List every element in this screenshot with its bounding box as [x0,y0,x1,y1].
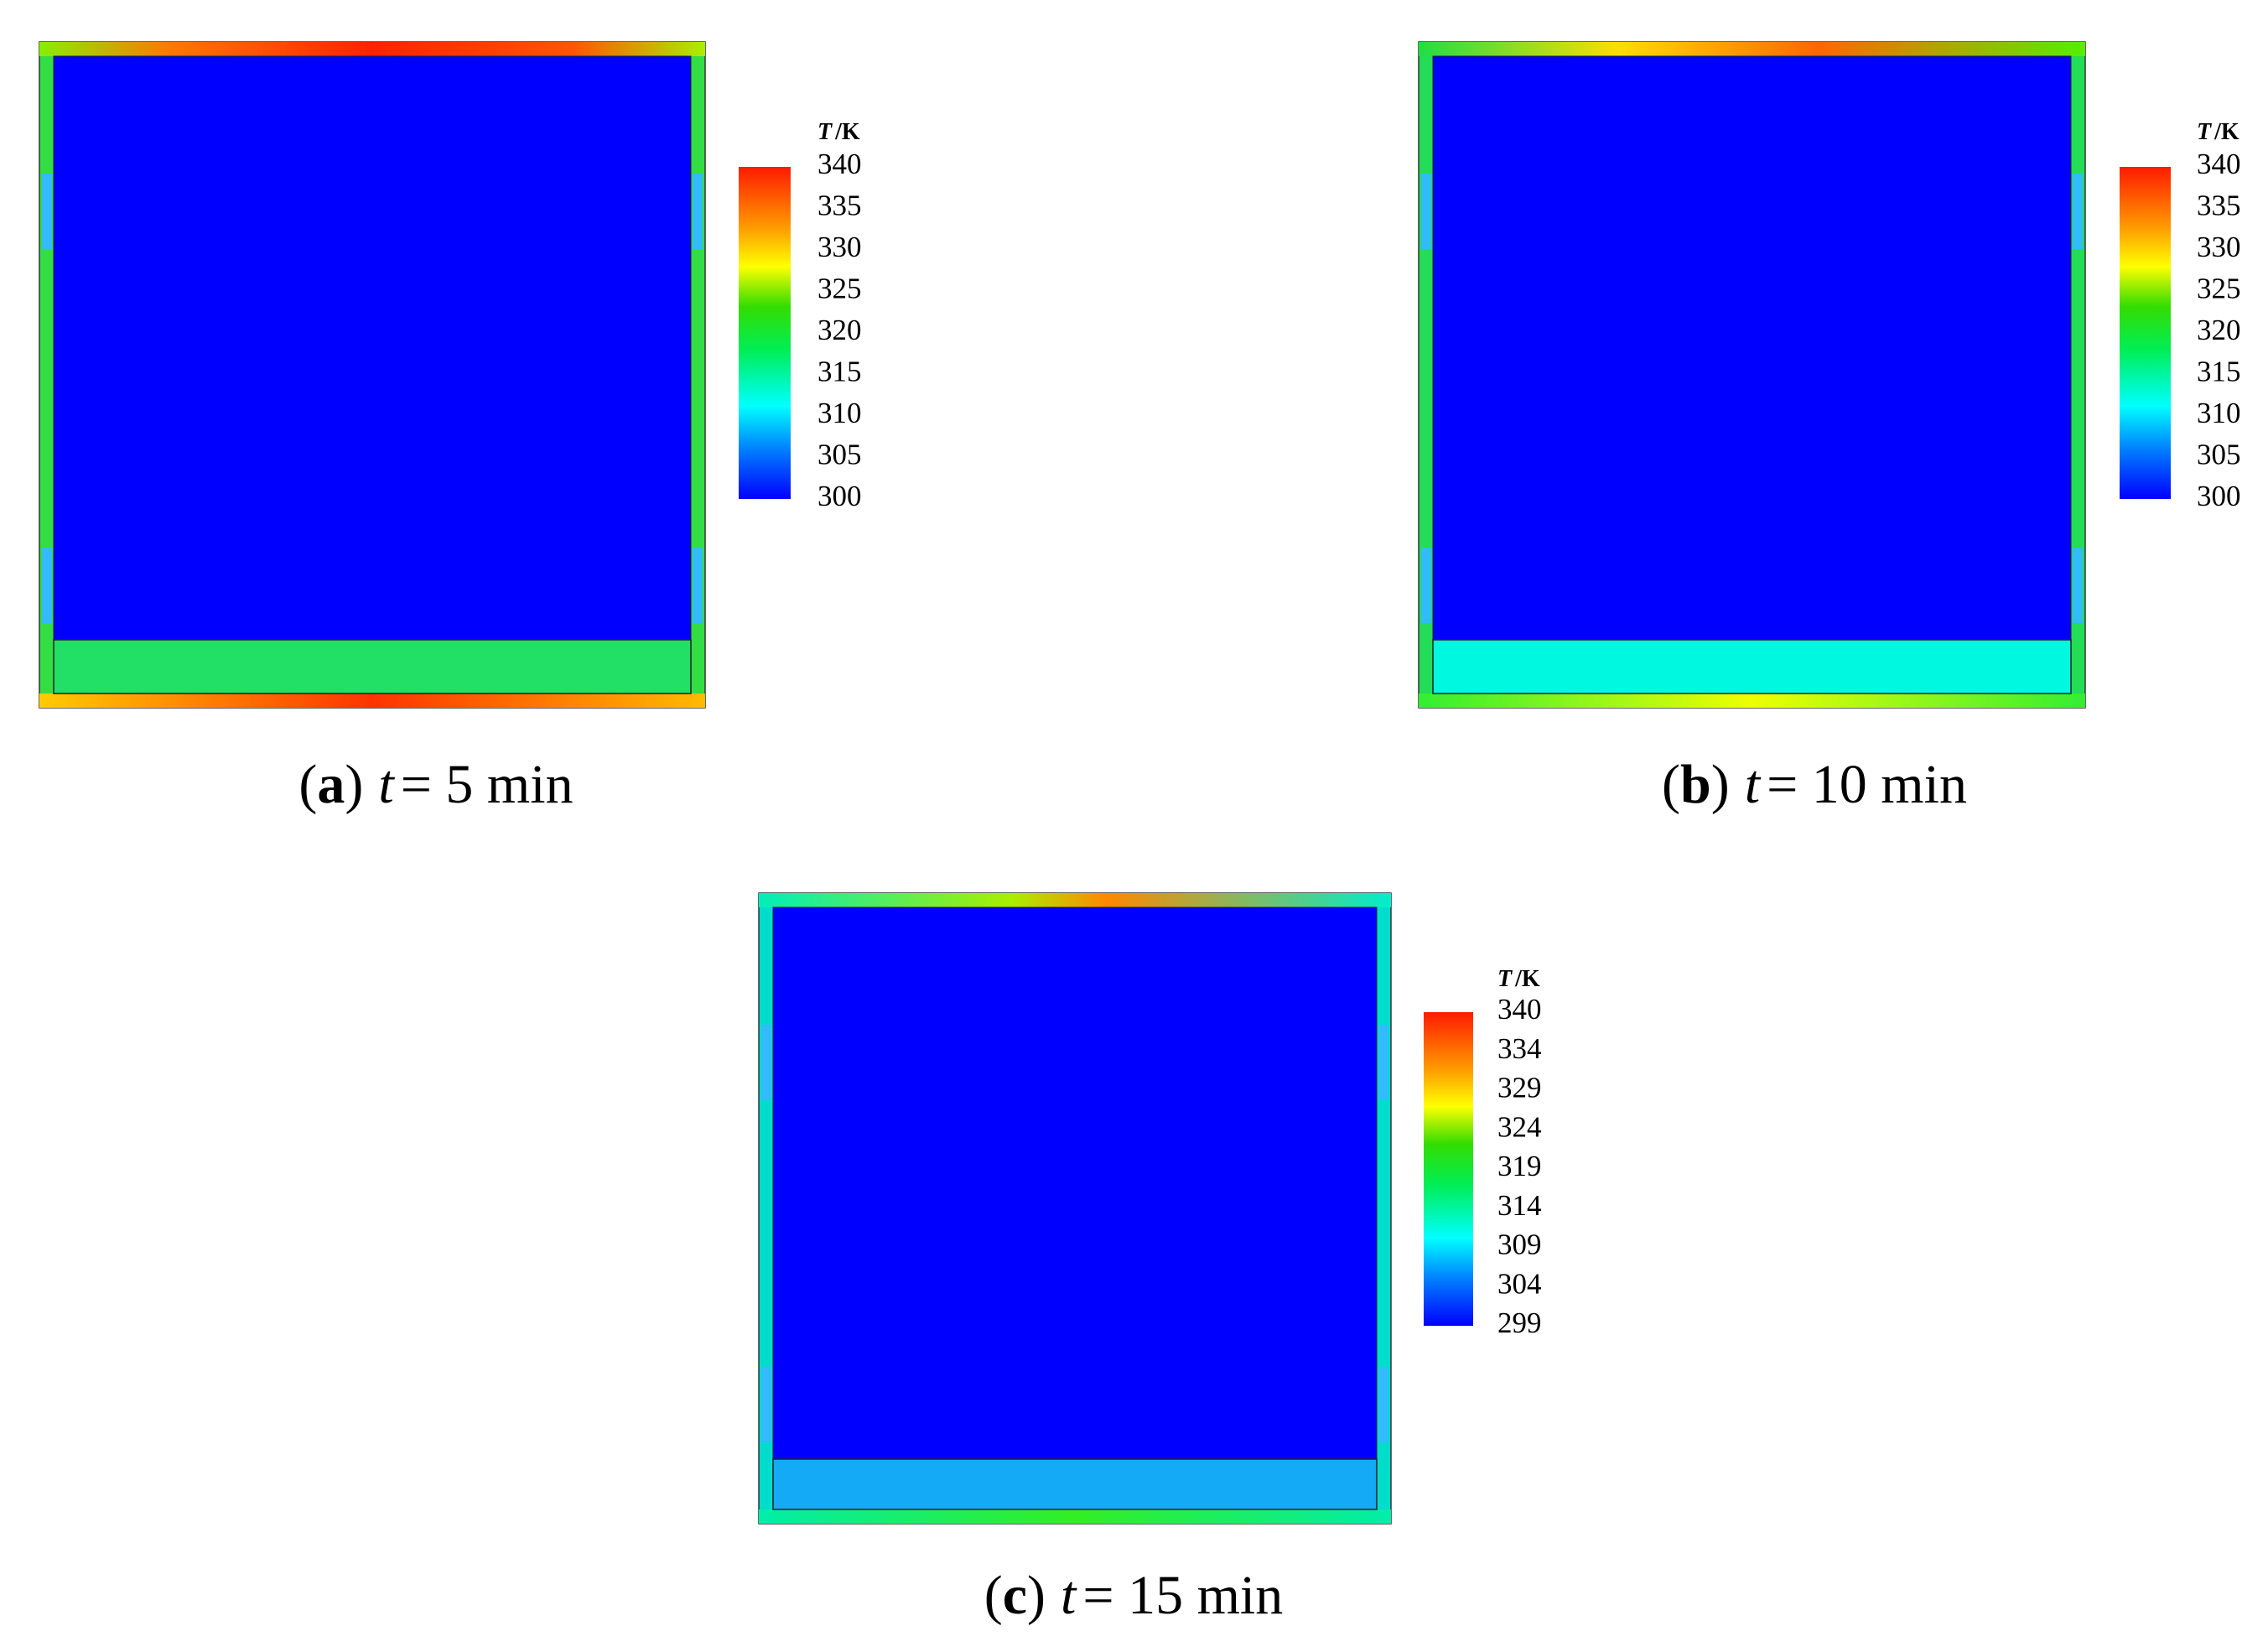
colorbar-title: T/K [2197,119,2239,145]
colorbar [1424,1012,1473,1326]
colorbar-tick-label: 299 [1497,1307,1542,1339]
colorbar-tick-label: 305 [2197,439,2241,471]
colorbar-tick-label: 340 [2197,148,2241,180]
colorbar-tick-label: 330 [2197,231,2241,263]
colorbar-tick-label: 309 [1497,1229,1542,1261]
interior [53,55,692,641]
colorbar [739,167,791,499]
wall-bottom [39,694,705,708]
colorbar-tick-label: 340 [1497,993,1542,1026]
colorbar-title: T/K [817,119,860,145]
inlet [761,1025,771,1100]
caption-open: ( [1662,754,1680,815]
colorbar-tick-label: 304 [1497,1267,1542,1300]
wall-top [1419,42,2085,56]
colorbar-tick-label: 315 [2197,356,2241,388]
inlet [42,548,52,623]
colorbar-tick-label: 334 [1497,1032,1542,1065]
colorbar-tick-label: 320 [817,314,862,346]
caption-text: = 5 min [401,754,573,815]
inlet [2073,174,2083,249]
colorbar-unit: /K [1514,966,1540,992]
slab [772,1458,1378,1510]
slab [53,639,692,694]
colorbar-tick-label: 314 [1497,1189,1542,1222]
colorbar-tick-label: 315 [817,356,862,388]
colorbar-tick-label: 300 [2197,480,2241,512]
inlet [42,174,52,249]
colorbar-unit: /K [2214,119,2239,145]
colorbar-tick-label: 330 [817,231,862,263]
colorbar-unit: /K [834,119,860,145]
colorbar-tick-label: 310 [2197,397,2241,429]
panel: T/K 340 335 330 325 320 315 310 305 300 (a) t = 5 mi… [39,41,862,815]
slab [1432,639,2072,694]
inlet [1378,1025,1388,1100]
colorbar-tick-label: 325 [2197,273,2241,305]
caption-label: b [1680,754,1711,815]
inlet [1421,174,1431,249]
inlet [2073,548,2083,623]
caption-label: a [317,754,345,815]
colorbar-tick-label: 320 [2197,314,2241,346]
colorbar-tick-label: 319 [1497,1150,1542,1182]
colorbar-tick-label: 305 [817,439,862,471]
inlet [1378,1367,1388,1442]
caption-open: ( [298,754,317,815]
colorbar-variable: T [2197,119,2213,145]
interior [772,907,1378,1460]
caption-close: ) [345,754,363,815]
inlet [761,1367,771,1442]
caption-open: ( [984,1565,1003,1626]
wall-bottom [759,1509,1391,1524]
colorbar-variable: T [817,119,833,145]
caption: (b) t = 10 min [1662,754,1967,815]
wall-top [759,893,1391,907]
colorbar-variable: T [1497,966,1513,992]
colorbar-tick-label: 300 [817,480,862,512]
interior [1432,55,2072,641]
caption-variable: t [1061,1565,1077,1626]
caption: (a) t = 5 min [298,754,573,815]
colorbar-title: T/K [1497,966,1540,992]
caption-text: = 10 min [1767,754,1967,815]
caption-label: c [1003,1565,1027,1626]
caption-close: ) [1027,1565,1046,1626]
colorbar-tick-label: 310 [817,397,862,429]
caption-text: = 15 min [1082,1565,1283,1626]
wall-top [39,42,705,56]
colorbar-tick-label: 325 [817,273,862,305]
colorbar-tick-label: 335 [2197,190,2241,222]
colorbar-tick-label: 340 [817,148,862,180]
inlet [1421,548,1431,623]
caption-close: ) [1711,754,1730,815]
panel: T/K 340 335 330 325 320 315 310 305 300 (b) t = 10 m… [1418,41,2241,815]
colorbar [2120,167,2171,499]
colorbar-tick-label: 329 [1497,1072,1542,1104]
inlet [693,174,703,249]
caption-variable: t [1745,754,1762,815]
wall-bottom [1419,694,2085,708]
inlet [693,548,703,623]
colorbar-tick-label: 335 [817,190,862,222]
caption-variable: t [378,754,395,815]
colorbar-tick-label: 324 [1497,1110,1542,1143]
caption: (c) t = 15 min [984,1565,1284,1626]
